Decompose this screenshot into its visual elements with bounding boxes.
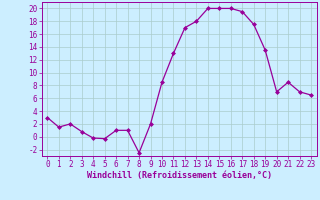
X-axis label: Windchill (Refroidissement éolien,°C): Windchill (Refroidissement éolien,°C) (87, 171, 272, 180)
